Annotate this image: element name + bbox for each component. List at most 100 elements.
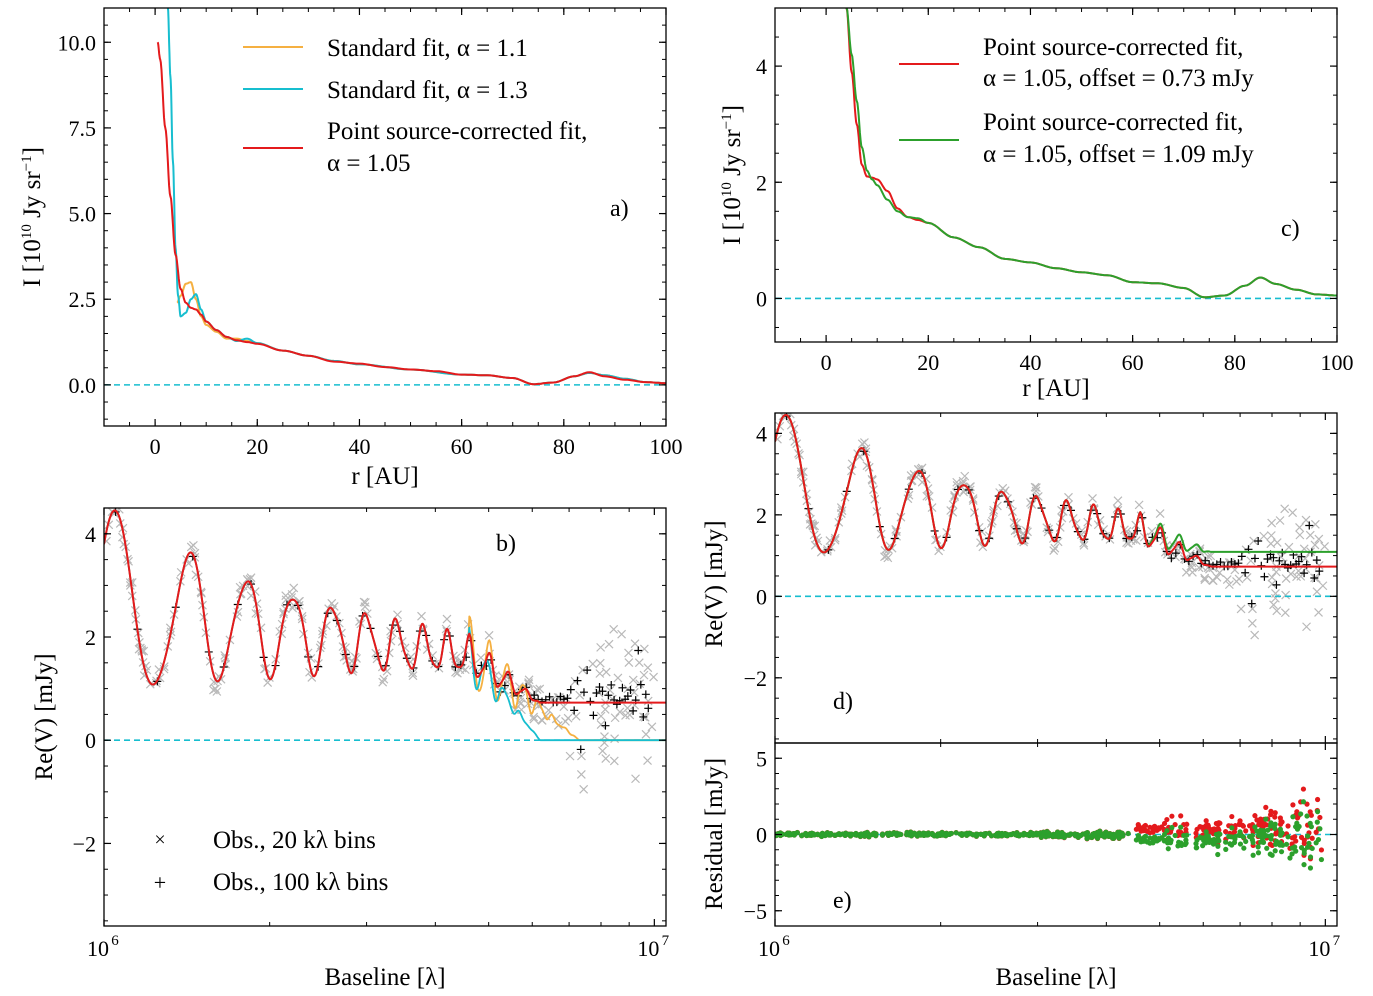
residual-red: [1194, 826, 1200, 832]
obs-20k-point: [1031, 483, 1041, 493]
obs-20k-point: [624, 648, 633, 658]
residual-green: [815, 831, 821, 838]
residual-green: [1231, 839, 1238, 846]
residual-green: [1165, 846, 1171, 852]
residual-green: [1263, 816, 1269, 822]
obs-20k-point: [628, 675, 638, 685]
residual-green: [1237, 841, 1244, 847]
residual-green: [1307, 854, 1314, 860]
series-a-2: [156, 41, 666, 386]
panel-e-ytick-label: 0: [756, 823, 767, 848]
panel-b-frame: [103, 507, 667, 927]
obs-100k-point: [604, 691, 613, 700]
residual-green: [840, 831, 846, 837]
obs-20k-point: [613, 673, 623, 683]
residual-green: [1283, 841, 1290, 847]
obs-20k-point: [998, 483, 1008, 493]
residual-green: [1313, 840, 1319, 846]
obs-20k-point: [610, 734, 620, 744]
obs-20k-point: [1302, 622, 1311, 632]
obs-20k-point: [1267, 579, 1277, 589]
panel-d-ytick-label: 2: [756, 503, 767, 528]
obs-20k-point: [289, 583, 299, 593]
residual-red: [1243, 828, 1249, 834]
residual-red: [1237, 821, 1243, 828]
residual-green: [1301, 850, 1307, 856]
residual-green: [1298, 811, 1304, 817]
obs-20k-point: [476, 653, 486, 663]
obs-100k-point: [636, 680, 645, 689]
obs-20k-point: [524, 675, 534, 685]
residual-red: [1317, 814, 1323, 821]
residual-green: [1317, 826, 1323, 832]
obs-20k-point: [378, 677, 388, 687]
residual-green: [939, 829, 945, 836]
residual-green: [1194, 845, 1200, 851]
residual-green: [935, 832, 941, 838]
residual-green: [912, 831, 918, 837]
residual-red: [1252, 813, 1258, 819]
obs-100k-point: [1269, 553, 1278, 562]
residual-green: [1289, 851, 1295, 857]
obs-100k-point: [1286, 561, 1295, 570]
residual-red: [1223, 829, 1229, 835]
residual-green: [1215, 836, 1221, 842]
obs-20k-point: [577, 751, 586, 761]
residual-green: [1277, 832, 1284, 838]
obs-100k-point: [607, 680, 616, 689]
residual-green: [1198, 835, 1205, 841]
residual-red: [1141, 823, 1148, 829]
obs-100k-point: [1237, 552, 1246, 561]
panel-a-xtick-label: 0: [150, 434, 161, 459]
obs-20k-point: [880, 552, 889, 562]
obs-20k-point: [287, 589, 297, 599]
obs-20k-point: [579, 784, 589, 794]
panel-b-xtick-exp: 6: [111, 933, 119, 949]
residual-red: [1272, 814, 1278, 820]
residual-red: [1300, 786, 1307, 792]
residual-green: [1306, 840, 1312, 846]
panel-c-ytick-label: 2: [756, 170, 767, 195]
panel-c-ylabel: I [1010 Jy sr−1]: [719, 105, 746, 245]
obs-100k-point: [1127, 532, 1136, 541]
obs-100k-point: [1310, 573, 1319, 582]
residual-green: [1255, 850, 1262, 856]
residual-green: [1272, 821, 1278, 827]
residual-green: [1300, 799, 1307, 805]
series-a-0: [176, 281, 666, 386]
obs-20k-point: [559, 702, 569, 712]
obs-20k-point: [595, 669, 605, 678]
panel-e-xtick-label: 10: [758, 936, 780, 961]
residual-red: [1307, 809, 1313, 815]
residual-green: [981, 832, 987, 838]
residual-green: [1307, 865, 1314, 871]
residual-red: [1169, 813, 1175, 819]
obs-20k-point: [1247, 618, 1257, 628]
obs-100k-point: [1250, 554, 1259, 563]
residual-green: [1084, 832, 1090, 839]
panel-a-label: a): [610, 196, 629, 222]
residual-green: [1144, 839, 1150, 845]
obs-20k-point: [617, 629, 627, 639]
obs-20k-point: [595, 658, 605, 668]
residual-green: [1314, 809, 1321, 815]
obs-20k-point: [1222, 575, 1232, 584]
panel-a-ytick-label: 7.5: [69, 116, 97, 141]
obs-20k-point: [565, 751, 575, 761]
residual-green: [1178, 824, 1184, 830]
obs-20k-point: [1249, 536, 1259, 546]
obs-20k-point: [609, 624, 619, 634]
panel-a-ytick-label: 0.0: [69, 373, 97, 398]
residual-green: [1272, 825, 1278, 831]
residual-red: [1301, 840, 1307, 846]
residual-green: [1054, 833, 1060, 839]
residual-green: [786, 830, 793, 836]
legend-c-1: Point source-corrected fit,: [983, 34, 1243, 61]
obs-20k-point: [1269, 600, 1278, 610]
obs-20k-point: [1031, 486, 1041, 496]
residual-green: [1182, 841, 1188, 848]
obs-20k-point: [393, 610, 402, 620]
residual-green: [1265, 827, 1271, 833]
obs-20k-point: [1155, 509, 1165, 518]
residual-red: [1313, 829, 1319, 835]
